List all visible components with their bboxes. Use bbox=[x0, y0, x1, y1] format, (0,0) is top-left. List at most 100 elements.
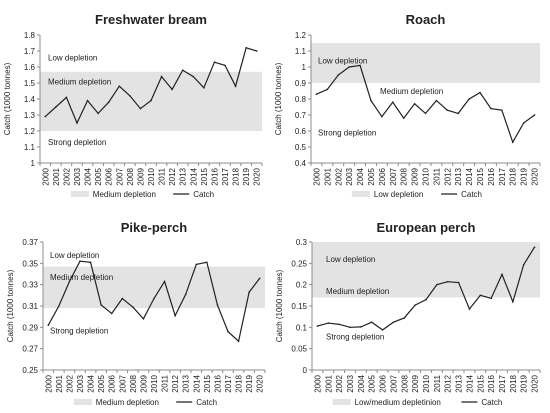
catch-point bbox=[413, 103, 416, 105]
catch-point bbox=[338, 323, 340, 326]
x-tick-label: 2003 bbox=[345, 167, 354, 185]
legend-band-swatch bbox=[332, 399, 351, 405]
catch-point bbox=[392, 321, 395, 324]
x-tick-label: 2006 bbox=[105, 167, 114, 185]
x-tick-label: 2000 bbox=[312, 167, 321, 185]
y-tick-label: 1.1 bbox=[295, 47, 307, 56]
catch-point bbox=[403, 317, 406, 319]
depletion-band bbox=[40, 71, 262, 131]
x-tick-label: 2015 bbox=[476, 374, 485, 392]
chart-title: Roach bbox=[406, 12, 446, 27]
chart-panel-4: European perch 0 0.05 0.1 0.15 0.2 0.25 0.3 2000… bbox=[275, 220, 541, 407]
y-tick-label: 0.8 bbox=[295, 95, 307, 104]
x-tick-label: 2018 bbox=[509, 374, 518, 392]
x-tick-label: 2012 bbox=[444, 374, 453, 392]
catch-point bbox=[381, 329, 384, 331]
x-tick-label: 2001 bbox=[324, 374, 333, 392]
y-tick-label: 0.4 bbox=[295, 159, 307, 168]
x-tick-label: 2002 bbox=[335, 374, 344, 392]
legend-band-swatch bbox=[351, 191, 370, 197]
catch-point bbox=[370, 321, 373, 324]
catch-point bbox=[89, 261, 92, 264]
y-tick-label: 1.5 bbox=[24, 79, 36, 88]
x-tick-label: 2007 bbox=[118, 374, 127, 392]
x-tick-label: 2016 bbox=[487, 374, 496, 392]
catch-point bbox=[174, 314, 176, 317]
y-tick-label: 0.1 bbox=[296, 323, 308, 332]
catch-point bbox=[391, 101, 394, 103]
y-tick-label: 0.37 bbox=[22, 238, 38, 247]
x-tick-label: 2020 bbox=[531, 374, 540, 392]
x-tick-label: 2002 bbox=[334, 167, 343, 185]
catch-point bbox=[237, 340, 240, 343]
annotation-label: Low depletion bbox=[326, 255, 375, 264]
catch-point bbox=[65, 96, 68, 99]
catch-point bbox=[44, 115, 47, 118]
catch-point bbox=[227, 330, 229, 333]
catch-point bbox=[213, 61, 216, 63]
y-tick-label: 0.29 bbox=[22, 323, 38, 332]
y-tick-label: 1.8 bbox=[24, 31, 36, 40]
y-tick-label: 0.05 bbox=[291, 345, 307, 354]
catch-point bbox=[181, 69, 184, 71]
legend-line-label: Catch bbox=[196, 398, 217, 407]
x-tick-label: 2008 bbox=[126, 167, 135, 185]
x-tick-label: 2014 bbox=[192, 374, 201, 392]
x-tick-label: 2003 bbox=[73, 167, 82, 185]
catch-point bbox=[533, 114, 536, 116]
x-tick-label: 2003 bbox=[346, 374, 355, 392]
catch-point bbox=[121, 297, 124, 300]
y-tick-label: 0.27 bbox=[22, 345, 38, 354]
annotation-label: Strong depletion bbox=[326, 333, 384, 342]
x-tick-label: 2013 bbox=[182, 374, 191, 392]
y-tick-label: 0.2 bbox=[296, 281, 308, 290]
x-tick-label: 2020 bbox=[256, 374, 265, 392]
x-tick-label: 2005 bbox=[368, 374, 377, 392]
catch-point bbox=[414, 304, 416, 306]
x-tick-label: 2003 bbox=[76, 374, 85, 392]
x-tick-label: 2013 bbox=[454, 167, 463, 185]
annotation-label: Strong depletion bbox=[48, 138, 106, 147]
y-tick-label: 1.4 bbox=[24, 95, 36, 104]
y-tick-label: 1.1 bbox=[24, 143, 36, 152]
x-tick-label: 2004 bbox=[84, 167, 93, 185]
catch-point bbox=[381, 115, 383, 118]
y-tick-label: 0.31 bbox=[22, 302, 38, 311]
x-tick-label: 2006 bbox=[108, 374, 117, 392]
x-tick-label: 2002 bbox=[62, 167, 71, 185]
x-tick-label: 2001 bbox=[323, 167, 332, 185]
catch-point bbox=[533, 246, 536, 248]
catch-point bbox=[153, 297, 155, 300]
catch-point bbox=[337, 74, 340, 76]
catch-point bbox=[248, 291, 250, 293]
annotation-label: Medium depletion bbox=[380, 87, 443, 96]
catch-point bbox=[118, 85, 121, 87]
catch-point bbox=[360, 326, 362, 328]
catch-point bbox=[327, 322, 330, 324]
annotation-label: Medium depletion bbox=[48, 77, 111, 86]
catch-point bbox=[479, 91, 481, 94]
x-tick-label: 2004 bbox=[357, 374, 366, 392]
catch-point bbox=[490, 297, 492, 300]
x-tick-label: 2015 bbox=[203, 374, 212, 392]
catch-point bbox=[110, 312, 113, 315]
catch-point bbox=[348, 66, 350, 68]
legend-band-label: Low/medium depletinion bbox=[355, 398, 441, 407]
x-tick-label: 2007 bbox=[389, 167, 398, 185]
x-tick-label: 2007 bbox=[115, 167, 124, 185]
y-axis-title: Catch (1000 tonnes) bbox=[275, 269, 284, 342]
x-tick-label: 2006 bbox=[379, 374, 388, 392]
chart-panel-1: Freshwater bream 1 1.1 1.2 1.3 1.4 1.5 1.6 1.7 1.… bbox=[3, 12, 263, 199]
depletion-band bbox=[311, 43, 540, 83]
chart-title: Freshwater bream bbox=[95, 12, 207, 27]
x-tick-label: 2008 bbox=[129, 374, 138, 392]
catch-point bbox=[501, 273, 503, 276]
x-tick-label: 2017 bbox=[224, 374, 233, 392]
catch-point bbox=[402, 117, 405, 119]
catch-point bbox=[522, 263, 525, 266]
catch-point bbox=[258, 277, 261, 280]
x-tick-label: 2017 bbox=[498, 374, 507, 392]
catch-point bbox=[326, 88, 329, 91]
